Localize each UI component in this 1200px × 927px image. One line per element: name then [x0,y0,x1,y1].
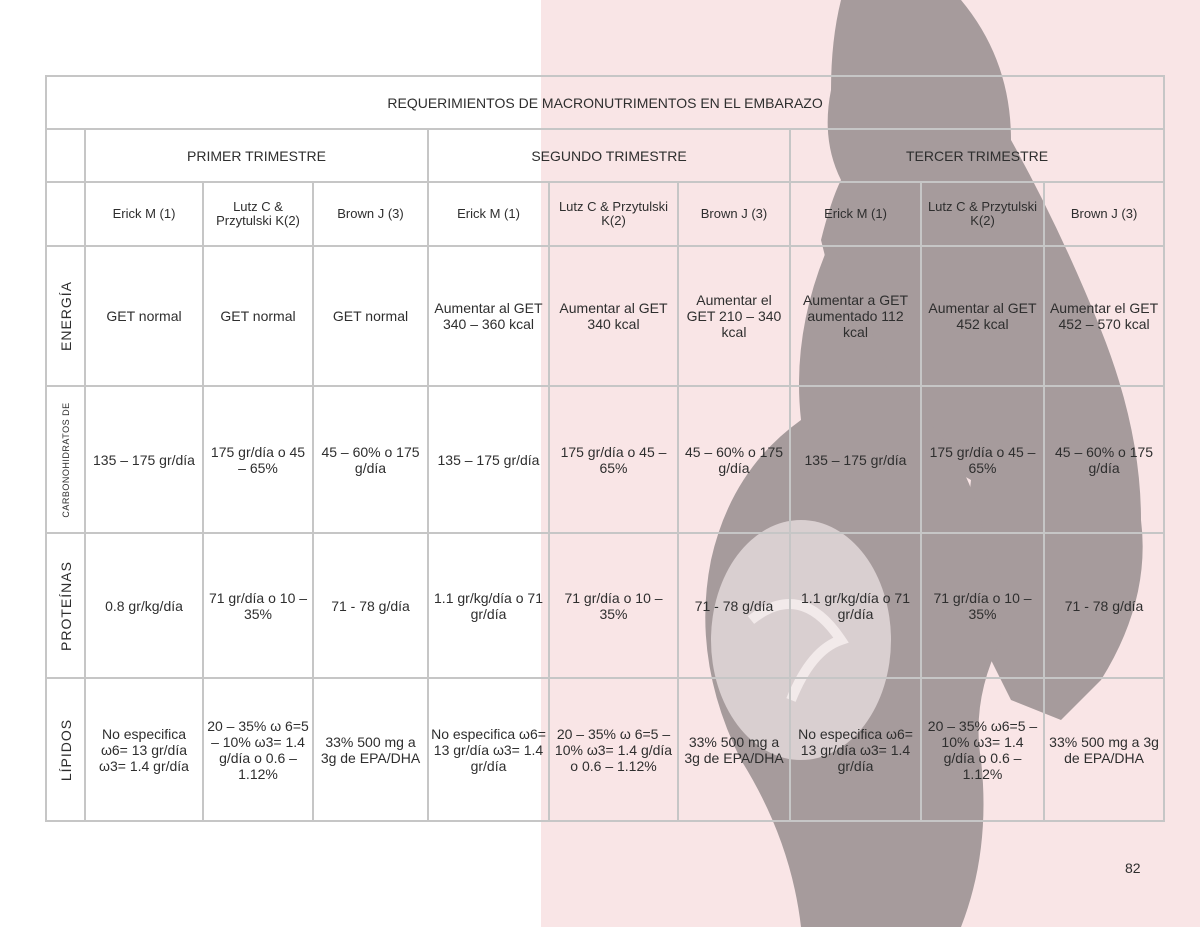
table-cell: 71 gr/día o 10 – 35% [920,532,1045,679]
table-cell: No especifica ω6= 13 gr/día ω3= 1.4 gr/d… [84,677,204,822]
author-header: Lutz C & Przytulski K(2) [202,181,314,247]
table-cell: Aumentar el GET 210 – 340 kcal [677,245,791,387]
table-cell: 71 - 78 g/día [1042,532,1166,679]
author-header: Lutz C & Przytulski K(2) [920,181,1045,247]
table-cell: Aumentar el GET 452 – 570 kcal [1042,245,1166,387]
table-cell: 175 gr/día o 45 – 65% [548,385,679,534]
table-cell: 71 - 78 g/día [677,532,791,679]
trimester-header: SEGUNDO TRIMESTRE [427,128,791,183]
page-number: 82 [1125,860,1141,876]
table-title: REQUERIMIENTOS DE MACRONUTRIMENTOS EN EL… [44,75,1166,130]
table-cell: 33% 500 mg a 3g de EPA/DHA [677,677,791,822]
table-cell: Aumentar al GET 340 – 360 kcal [427,245,550,387]
table-cell: 1.1 gr/kg/día o 71 gr/día [789,532,922,679]
table-cell: Aumentar a GET aumentado 112 kcal [789,245,922,387]
author-header: Erick M (1) [84,181,204,247]
author-header: Erick M (1) [427,181,550,247]
table-cell: 175 gr/día o 45 – 65% [202,385,314,534]
row-label: CARBONOHIDRATOS DE [45,385,86,534]
table-cell: GET normal [84,245,204,387]
table-cell: 0.8 gr/kg/día [84,532,204,679]
table-cell: GET normal [312,245,429,387]
author-header: Brown J (3) [677,181,791,247]
table-cell: No especifica ω6= 13 gr/día ω3= 1.4 gr/d… [789,677,922,822]
table-cell: 135 – 175 gr/día [789,385,922,534]
table-cell: 71 gr/día o 10 – 35% [202,532,314,679]
table-cell: 45 – 60% o 175 g/día [1042,385,1166,534]
row-label: LÍPIDOS [45,677,86,822]
empty-cell [45,128,86,183]
table-cell: 45 – 60% o 175 g/día [312,385,429,534]
table-cell: GET normal [202,245,314,387]
table-cell: 20 – 35% ω 6=5 – 10% ω3= 1.4 g/día o 0.6… [548,677,679,822]
table-cell: Aumentar al GET 452 kcal [920,245,1045,387]
table-cell: 33% 500 mg a 3g de EPA/DHA [1042,677,1166,822]
table-row: PROTEÍNAS 0.8 gr/kg/día 71 gr/día o 10 – 3… [45,532,1166,679]
table-cell: 71 gr/día o 10 – 35% [548,532,679,679]
table-cell: 71 - 78 g/día [312,532,429,679]
table-row: LÍPIDOS No especifica ω6= 13 gr/día ω3= 1… [45,677,1166,822]
table-cell: 20 – 35% ω 6=5 – 10% ω3= 1.4 g/día o 0.6… [202,677,314,822]
table-cell: Aumentar al GET 340 kcal [548,245,679,387]
author-header: Erick M (1) [789,181,922,247]
empty-cell [45,181,86,247]
table-cell: 33% 500 mg a 3g de EPA/DHA [312,677,429,822]
table-cell: 45 – 60% o 175 g/día [677,385,791,534]
table-cell: 20 – 35% ω6=5 – 10% ω3= 1.4 g/día o 0.6 … [920,677,1045,822]
author-header: Brown J (3) [1042,181,1166,247]
table-cell: 1.1 gr/kg/día o 71 gr/día [427,532,550,679]
row-label: PROTEÍNAS [45,532,86,679]
author-header: Brown J (3) [312,181,429,247]
table-row: ENERGÍA GET normal GET normal GET normal Aum… [45,245,1166,387]
macronutrient-requirements-table: REQUERIMIENTOS DE MACRONUTRIMENTOS EN EL… [44,75,1166,822]
row-label-text: PROTEÍNAS [57,560,74,651]
table-cell: 175 gr/día o 45 – 65% [920,385,1045,534]
row-label-text: ENERGÍA [57,280,74,352]
row-label: ENERGÍA [45,245,86,387]
table-cell: No especifica ω6= 13 gr/día ω3= 1.4 gr/d… [427,677,550,822]
row-label-text: LÍPIDOS [57,718,74,781]
table-row: CARBONOHIDRATOS DE 135 – 175 gr/día 175 gr… [45,385,1166,534]
table-cell: 135 – 175 gr/día [427,385,550,534]
trimester-header: PRIMER TRIMESTRE [84,128,429,183]
author-header: Lutz C & Przytulski K(2) [548,181,679,247]
row-label-text: CARBONOHIDRATOS DE [60,401,71,518]
trimester-header: TERCER TRIMESTRE [788,128,1166,183]
table-cell: 135 – 175 gr/día [84,385,204,534]
